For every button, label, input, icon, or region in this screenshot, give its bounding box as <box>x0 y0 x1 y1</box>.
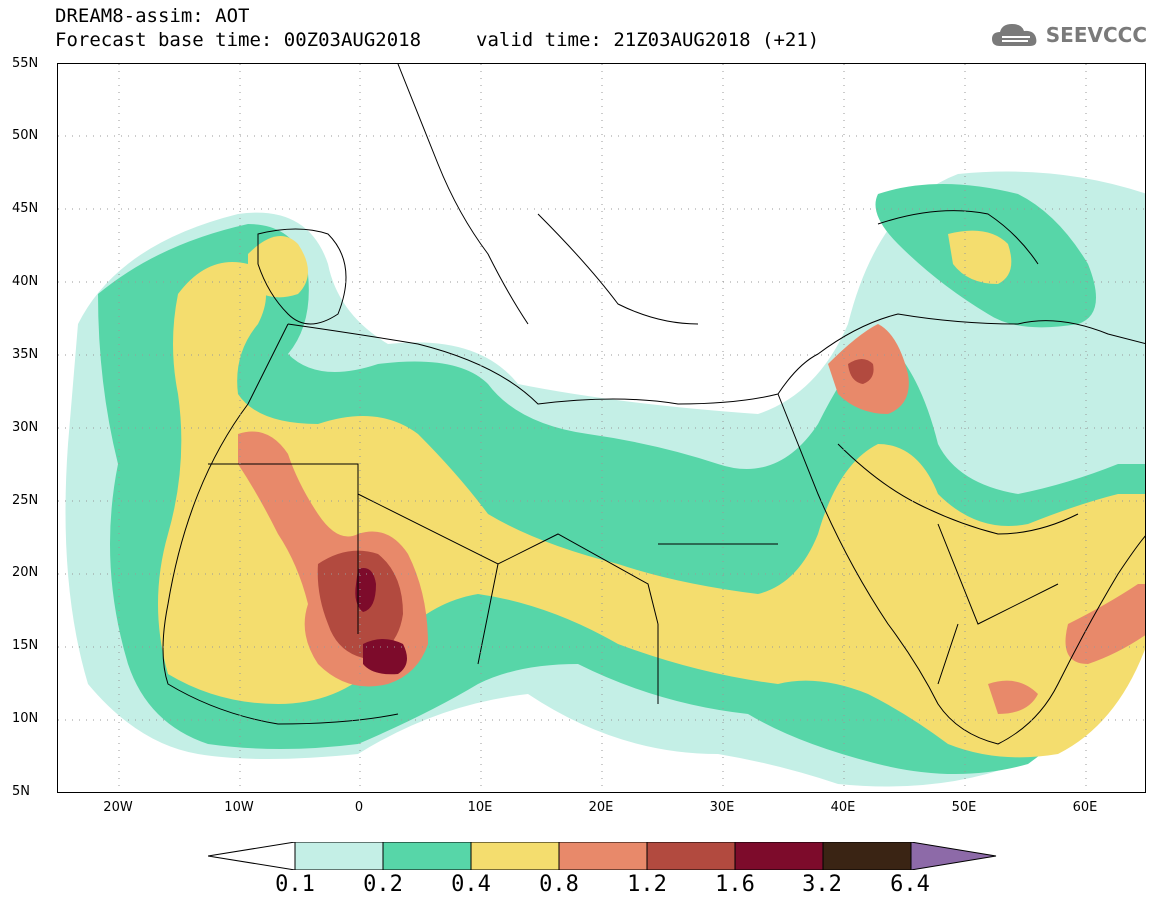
aot-map-canvas <box>58 64 1145 792</box>
colorbar-label-0-2: 0.2 <box>363 872 403 897</box>
map-title: DREAM8-assim: AOT Forecast base time: 00… <box>55 4 819 52</box>
lat-label-40n: 40N <box>12 274 39 289</box>
colorbar-label-0-4: 0.4 <box>451 872 491 897</box>
lon-label-60e: 60E <box>1072 800 1098 815</box>
colorbar-label-0-8: 0.8 <box>539 872 579 897</box>
lat-label-15n: 15N <box>12 638 39 653</box>
aot-band-0-4 <box>158 230 1145 758</box>
lat-label-50n: 50N <box>12 128 39 143</box>
lon-label-10e: 10E <box>467 800 493 815</box>
colorbar-under-arrow <box>208 842 296 870</box>
colorbar-label-1-6: 1.6 <box>715 872 755 897</box>
lon-label-0: 0 <box>354 800 364 815</box>
colorbar-segment <box>470 842 560 870</box>
aot-band-1-6 <box>355 568 407 675</box>
lon-label-30e: 30E <box>709 800 735 815</box>
cloud-icon <box>991 24 1037 46</box>
colorbar-label-3-2: 3.2 <box>802 872 842 897</box>
lon-label-50e: 50E <box>951 800 977 815</box>
lat-label-20n: 20N <box>12 565 39 580</box>
coastlines <box>162 64 1145 745</box>
title-base-time: Forecast base time: 00Z03AUG2018 <box>55 29 422 51</box>
lon-label-10w: 10W <box>224 800 254 815</box>
seevccc-logo: SEEVCCC <box>990 20 1147 50</box>
lat-label-10n: 10N <box>12 711 39 726</box>
title-valid-time: valid time: 21Z03AUG2018 (+21) <box>476 29 820 51</box>
colorbar-label-6-4: 6.4 <box>890 872 930 897</box>
lon-label-40e: 40E <box>830 800 856 815</box>
lat-label-30n: 30N <box>12 420 39 435</box>
lat-label-45n: 45N <box>12 201 39 216</box>
colorbar-segment <box>822 842 912 870</box>
lon-label-20e: 20E <box>588 800 614 815</box>
logo-text: SEEVCCC <box>1045 23 1147 47</box>
colorbar-segment <box>646 842 736 870</box>
colorbar-segment <box>382 842 472 870</box>
graticule <box>58 64 1145 792</box>
aot-map <box>57 63 1146 793</box>
colorbar-label-1-2: 1.2 <box>627 872 667 897</box>
lat-label-5n: 5N <box>12 784 30 799</box>
lat-label-55n: 55N <box>12 56 39 71</box>
colorbar-label-0-1: 0.1 <box>275 872 315 897</box>
title-product: DREAM8-assim: AOT <box>55 5 250 27</box>
lat-label-35n: 35N <box>12 347 39 362</box>
colorbar-segment <box>558 842 648 870</box>
colorbar-over-arrow <box>910 842 997 870</box>
lat-label-25n: 25N <box>12 493 39 508</box>
colorbar <box>208 842 997 870</box>
colorbar-segment <box>734 842 824 870</box>
lon-label-20w: 20W <box>103 800 133 815</box>
colorbar-segment <box>294 842 384 870</box>
